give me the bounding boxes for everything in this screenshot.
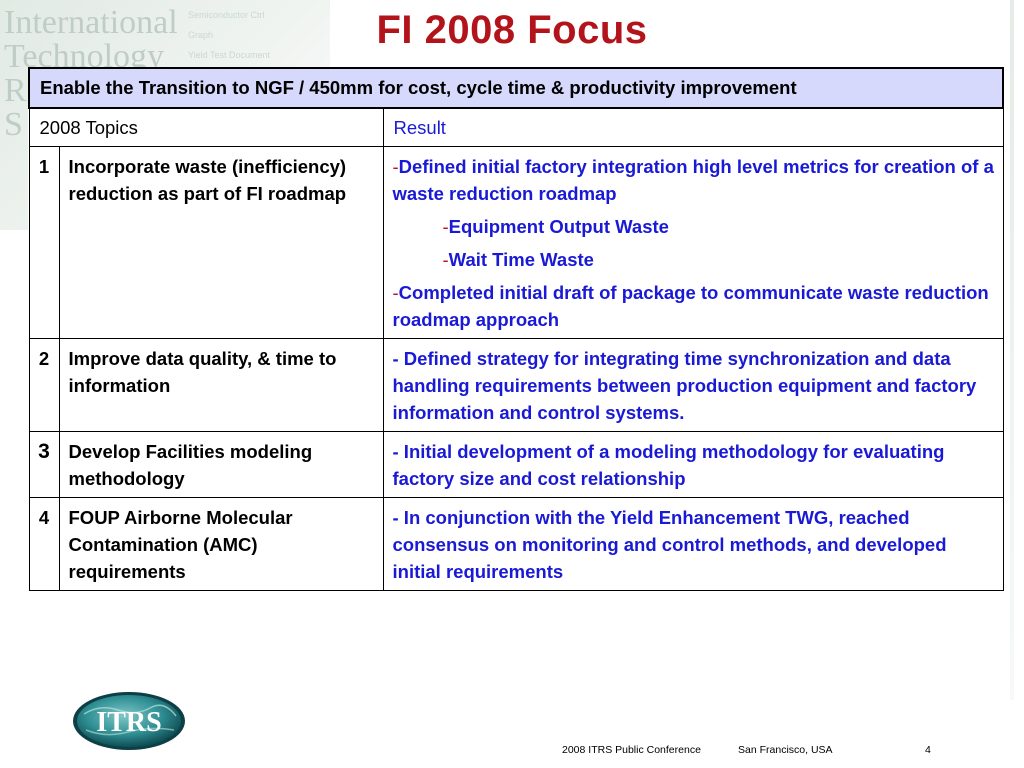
result-item: -Wait Time Waste: [393, 246, 995, 273]
row-result: - In conjunction with the Yield Enhancem…: [382, 497, 1004, 591]
watermark-text: R: [4, 72, 27, 109]
result-text: Wait Time Waste: [448, 249, 594, 270]
watermark-menu-item: Yield Test Document: [188, 50, 271, 60]
row-topic: FOUP Airborne Molecular Contamination (A…: [58, 497, 384, 591]
row-result: - Defined strategy for integrating time …: [382, 338, 1004, 432]
result-dash: -: [392, 156, 399, 177]
row-topic: Improve data quality, & time to informat…: [58, 338, 384, 432]
result-dash: -: [442, 249, 449, 270]
result-dash: -: [442, 216, 449, 237]
watermark-text: S: [4, 106, 23, 143]
row-topic: Incorporate waste (inefficiency) reducti…: [58, 146, 384, 339]
decorative-bar: [1010, 0, 1014, 700]
watermark-menu-item: Semiconductor Ctrl: [188, 10, 265, 20]
row-number: 2: [28, 338, 60, 432]
column-header-result: Result: [382, 107, 1004, 147]
slide-title: FI 2008 Focus: [376, 8, 648, 52]
column-header-topics: 2008 Topics: [28, 107, 384, 147]
row-topic: Develop Facilities modeling methodology: [58, 431, 384, 498]
row-number: 3: [28, 431, 60, 498]
footer-location: San Francisco, USA: [738, 744, 833, 756]
row-number: 1: [28, 146, 60, 339]
result-item: -Defined initial factory integration hig…: [393, 153, 995, 207]
table-row: 4 FOUP Airborne Molecular Contamination …: [28, 497, 1004, 591]
table-header: Enable the Transition to NGF / 450mm for…: [28, 67, 1004, 109]
footer-conference: 2008 ITRS Public Conference: [562, 744, 701, 756]
row-result: -Defined initial factory integration hig…: [382, 146, 1004, 339]
table-row: 2 Improve data quality, & time to inform…: [28, 338, 1004, 432]
row-number: 4: [28, 497, 60, 591]
result-item: -Equipment Output Waste: [393, 213, 995, 240]
watermark-menu-item: Graph: [188, 30, 214, 40]
itrs-globe-logo: ITRS: [70, 690, 188, 752]
result-text: Equipment Output Waste: [448, 216, 669, 237]
watermark-text: International: [4, 4, 178, 41]
logo-text: ITRS: [96, 707, 161, 738]
result-item: -Completed initial draft of package to c…: [393, 279, 995, 333]
row-result: - Initial development of a modeling meth…: [382, 431, 1004, 498]
table-row: 3 Develop Facilities modeling methodolog…: [28, 431, 1004, 498]
column-header-row: 2008 Topics Result: [28, 107, 1004, 147]
page-number: 4: [925, 744, 931, 756]
result-text: Completed initial draft of package to co…: [392, 282, 989, 330]
table-header-row: Enable the Transition to NGF / 450mm for…: [28, 67, 1004, 109]
result-dash: -: [392, 282, 399, 303]
table-row: 1 Incorporate waste (inefficiency) reduc…: [28, 146, 1004, 339]
result-text: Defined initial factory integration high…: [392, 156, 994, 204]
focus-table: Enable the Transition to NGF / 450mm for…: [28, 67, 1004, 591]
